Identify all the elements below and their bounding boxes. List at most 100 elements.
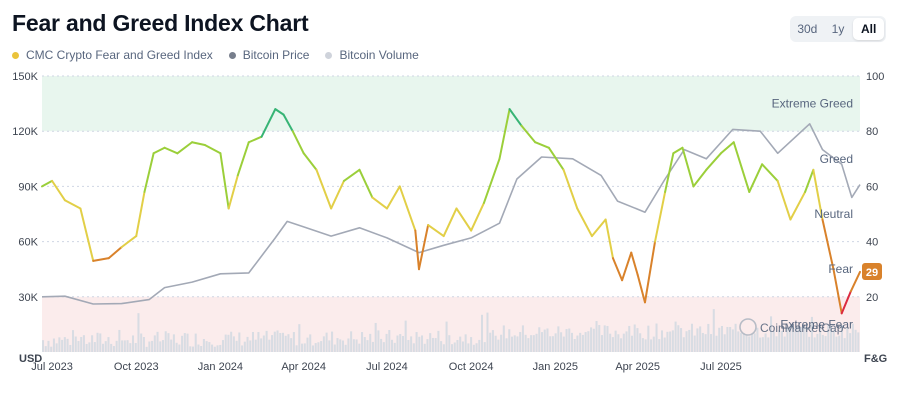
fear-greed-line-segment[interactable]: [590, 218, 607, 238]
fear-greed-line-segment[interactable]: [821, 218, 835, 271]
fear-greed-line-segment[interactable]: [385, 185, 401, 210]
fear-greed-line-segment[interactable]: [812, 168, 824, 221]
volume-bar: [153, 335, 156, 352]
fear-greed-line-segment[interactable]: [371, 196, 388, 210]
fear-greed-line-segment[interactable]: [176, 141, 194, 155]
fear-greed-line-segment[interactable]: [442, 207, 458, 238]
volume-bar: [134, 342, 137, 352]
range-1y-button[interactable]: 1y: [831, 22, 845, 36]
fear-greed-line-segment[interactable]: [291, 130, 305, 155]
volume-bar: [292, 332, 295, 352]
fear-greed-line-segment[interactable]: [789, 190, 807, 221]
fear-greed-line-segment[interactable]: [630, 251, 639, 276]
volume-bar: [238, 332, 241, 352]
volume-bar: [491, 330, 494, 352]
fear-greed-line-segment[interactable]: [804, 168, 815, 193]
fear-greed-line-segment[interactable]: [849, 270, 861, 293]
fear-greed-line-segment[interactable]: [135, 190, 146, 238]
volume-bar: [500, 334, 503, 352]
fear-greed-line-segment[interactable]: [705, 152, 722, 171]
volume-bar: [197, 344, 200, 352]
volume-bar: [254, 339, 257, 352]
fear-greed-line-segment[interactable]: [611, 257, 624, 282]
fear-greed-line-segment[interactable]: [643, 240, 657, 304]
fear-greed-line-segment[interactable]: [219, 152, 230, 210]
volume-bar: [699, 326, 702, 352]
fear-greed-line-segment[interactable]: [51, 179, 66, 202]
fear-greed-line-segment[interactable]: [692, 168, 708, 188]
fear-greed-line-segment[interactable]: [832, 268, 843, 315]
volume-bar: [178, 344, 181, 352]
fear-greed-line-segment[interactable]: [562, 168, 579, 210]
fear-greed-line-segment[interactable]: [227, 174, 239, 210]
volume-bar: [761, 337, 764, 352]
volume-bar: [352, 339, 355, 352]
fear-greed-line-segment[interactable]: [203, 144, 222, 155]
fear-greed-line-segment[interactable]: [604, 218, 614, 260]
fear-greed-line-segment[interactable]: [654, 190, 667, 243]
fear-greed-line-segment[interactable]: [120, 235, 138, 249]
fear-greed-line-segment[interactable]: [547, 146, 565, 171]
volume-bar: [456, 340, 459, 352]
fear-greed-line-segment[interactable]: [455, 207, 473, 232]
volume-bar: [211, 344, 214, 352]
x-axis-tick: Apr 2025: [615, 361, 660, 373]
fear-greed-line-segment[interactable]: [776, 179, 792, 221]
range-all-button[interactable]: All: [853, 18, 885, 40]
fear-greed-line-segment[interactable]: [672, 146, 684, 155]
fear-greed-line-segment[interactable]: [482, 157, 501, 204]
fear-greed-line-segment[interactable]: [260, 108, 277, 138]
zone-label-extreme-fear: Extreme Fear: [780, 317, 853, 331]
fear-greed-line-segment[interactable]: [163, 146, 179, 155]
legend-item-fear-greed[interactable]: CMC Crypto Fear and Greed Index: [12, 48, 213, 62]
bitcoin-price-line[interactable]: [41, 123, 861, 305]
fear-greed-line-segment[interactable]: [417, 224, 430, 271]
fear-greed-line-segment[interactable]: [427, 224, 445, 238]
fear-greed-line-segment[interactable]: [191, 141, 206, 146]
volume-bar: [221, 340, 225, 352]
fear-greed-line-segment[interactable]: [315, 168, 333, 210]
fear-greed-line-segment[interactable]: [520, 124, 537, 144]
fear-greed-line-segment[interactable]: [342, 168, 361, 182]
legend-item-bitcoin-price[interactable]: Bitcoin Price: [228, 48, 309, 62]
fear-greed-line-segment[interactable]: [107, 246, 123, 260]
fear-greed-line-segment[interactable]: [576, 207, 593, 238]
volume-bar: [61, 339, 64, 352]
fear-greed-line-segment[interactable]: [92, 257, 110, 262]
fear-greed-line-segment[interactable]: [143, 152, 155, 193]
fear-greed-line-segment[interactable]: [282, 113, 294, 133]
fear-greed-line-segment[interactable]: [302, 152, 318, 171]
fear-greed-line-segment[interactable]: [840, 290, 852, 315]
volume-bar: [620, 338, 623, 352]
fear-greed-line-segment[interactable]: [79, 207, 95, 262]
fear-greed-line-segment[interactable]: [63, 199, 82, 210]
fear-greed-line-segment[interactable]: [236, 141, 250, 177]
fear-greed-line-segment[interactable]: [534, 141, 550, 149]
fear-greed-line-segment[interactable]: [761, 163, 779, 182]
fear-greed-line-segment[interactable]: [719, 141, 735, 155]
volume-bar: [595, 321, 598, 352]
fear-greed-line-segment[interactable]: [330, 179, 345, 210]
volume-bar: [639, 333, 642, 352]
fear-greed-line-segment[interactable]: [664, 152, 675, 193]
fear-greed-line-segment[interactable]: [732, 141, 751, 193]
volume-bar: [129, 343, 132, 352]
fear-greed-line-segment[interactable]: [748, 163, 764, 193]
volume-bar: [674, 321, 677, 352]
fear-greed-line-segment[interactable]: [247, 135, 263, 144]
range-30d-button[interactable]: 30d: [797, 22, 818, 36]
fear-greed-line-segment[interactable]: [414, 229, 420, 271]
fear-greed-line-segment[interactable]: [508, 108, 523, 127]
fear-greed-line-segment[interactable]: [636, 273, 646, 304]
fear-greed-line-segment[interactable]: [498, 108, 511, 160]
fear-greed-line-segment[interactable]: [398, 185, 417, 232]
fear-greed-line-segment[interactable]: [152, 146, 166, 155]
fear-greed-line-segment[interactable]: [470, 201, 485, 232]
fear-greed-line-segment[interactable]: [274, 108, 285, 116]
fear-greed-line-segment[interactable]: [681, 146, 695, 188]
legend-item-bitcoin-volume[interactable]: Bitcoin Volume: [325, 48, 419, 62]
fear-greed-line-segment[interactable]: [621, 251, 633, 282]
fear-greed-line-segment[interactable]: [358, 168, 374, 199]
fear-greed-line-segment[interactable]: [41, 179, 54, 188]
